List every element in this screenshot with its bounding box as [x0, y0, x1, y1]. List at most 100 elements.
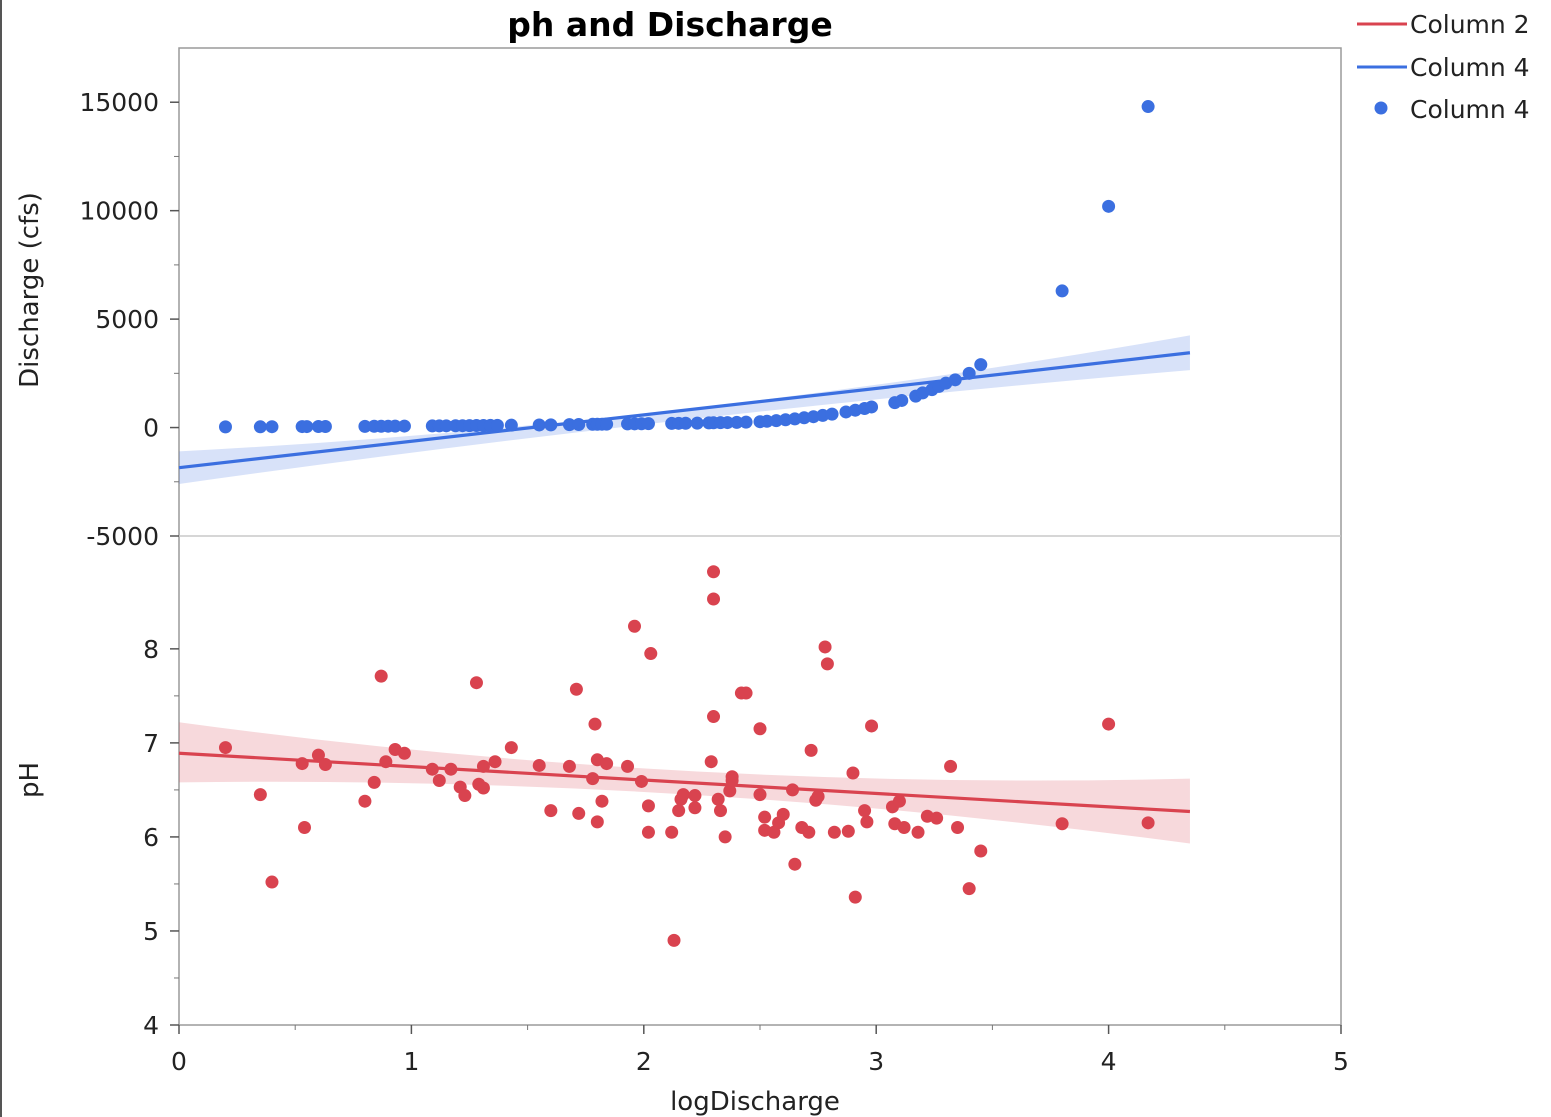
- data-point: [841, 824, 855, 838]
- data-point: [707, 710, 721, 724]
- y-tick-label: -5000: [86, 522, 159, 551]
- data-point: [1141, 100, 1155, 114]
- data-point: [720, 416, 734, 430]
- y-axis-title-discharge: Discharge (cfs): [15, 192, 45, 388]
- data-point: [1102, 199, 1116, 213]
- data-point: [397, 419, 411, 433]
- data-point: [572, 806, 586, 820]
- data-point: [628, 619, 642, 633]
- panel-ph: [178, 565, 1191, 947]
- y-tick-label: 4: [143, 1011, 159, 1040]
- data-point: [739, 415, 753, 429]
- y-tick-label: 5000: [95, 305, 159, 334]
- data-point: [476, 759, 490, 773]
- data-point: [707, 592, 721, 606]
- data-point: [718, 830, 732, 844]
- data-point: [367, 775, 381, 789]
- data-point: [672, 804, 686, 818]
- data-point: [265, 875, 279, 889]
- y-tick-label: 15000: [79, 88, 159, 117]
- data-point: [397, 746, 411, 760]
- data-point: [723, 784, 737, 798]
- data-point: [358, 794, 372, 808]
- data-point: [641, 825, 655, 839]
- data-point: [562, 418, 576, 432]
- data-point: [504, 741, 518, 755]
- data-point: [667, 933, 681, 947]
- data-point: [974, 358, 988, 372]
- data-point: [690, 416, 704, 430]
- data-point: [1055, 817, 1069, 831]
- data-point: [848, 890, 862, 904]
- data-point: [676, 788, 690, 802]
- x-tick-label: 2: [636, 1047, 652, 1076]
- data-point: [253, 788, 267, 802]
- data-point: [590, 815, 604, 829]
- y-tick-label: 7: [143, 729, 159, 758]
- data-point: [665, 825, 679, 839]
- data-point: [1141, 816, 1155, 830]
- data-point: [753, 722, 767, 736]
- data-point: [488, 755, 502, 769]
- data-point: [788, 857, 802, 871]
- data-point: [444, 762, 458, 776]
- data-point: [644, 647, 658, 661]
- data-point: [760, 414, 774, 428]
- chart-title: ph and Discharge: [507, 5, 832, 44]
- data-point: [318, 758, 332, 772]
- data-point: [425, 762, 439, 776]
- data-point: [300, 420, 314, 434]
- data-point: [739, 686, 753, 700]
- panel-discharge: [178, 100, 1191, 484]
- data-point: [432, 774, 446, 787]
- data-point: [1102, 717, 1116, 731]
- axes-ticks: 0 1 2 3 4 5 -5000 0 5000 10000 15000 4 5 6 7 8: [79, 88, 1348, 1076]
- data-point: [786, 783, 800, 797]
- data-point: [621, 759, 635, 773]
- data-point: [704, 755, 718, 769]
- data-point: [374, 669, 388, 683]
- x-tick-label: 4: [1101, 1047, 1117, 1076]
- data-point: [297, 821, 311, 835]
- y-tick-label: 0: [143, 414, 159, 443]
- x-tick-label: 5: [1333, 1047, 1349, 1076]
- data-point: [962, 882, 976, 896]
- data-point: [911, 825, 925, 839]
- data-point: [818, 640, 832, 654]
- data-point: [358, 419, 372, 433]
- data-point: [865, 400, 879, 414]
- data-point: [295, 757, 309, 771]
- data-point: [544, 418, 558, 432]
- data-point: [804, 743, 818, 757]
- fit-line: [178, 351, 1191, 470]
- data-point: [634, 774, 648, 788]
- data-point: [820, 657, 834, 671]
- data-point: [811, 789, 825, 803]
- data-point: [688, 789, 702, 803]
- data-point: [641, 799, 655, 813]
- chart-legend: Column 2 Column 4 Column 4: [1357, 10, 1530, 124]
- data-point: [758, 810, 772, 824]
- data-point: [504, 418, 518, 432]
- data-point: [469, 676, 483, 690]
- data-point: [865, 719, 879, 733]
- data-point: [569, 682, 583, 696]
- data-point: [948, 373, 962, 387]
- legend-label-column-4-line: Column 4: [1410, 53, 1530, 82]
- data-point: [641, 417, 655, 431]
- data-point: [962, 366, 976, 380]
- data-point: [730, 415, 744, 429]
- y-tick-label: 5: [143, 917, 159, 946]
- data-point: [688, 801, 702, 815]
- data-point: [897, 821, 911, 835]
- x-tick-label: 0: [171, 1047, 187, 1076]
- data-point: [1055, 284, 1069, 298]
- data-point: [588, 717, 602, 731]
- data-point: [265, 420, 279, 434]
- data-point: [532, 418, 546, 432]
- fit-line: [178, 751, 1191, 814]
- data-point: [944, 759, 958, 773]
- x-tick-label: 1: [403, 1047, 419, 1076]
- data-point: [707, 565, 721, 579]
- data-point: [379, 755, 393, 769]
